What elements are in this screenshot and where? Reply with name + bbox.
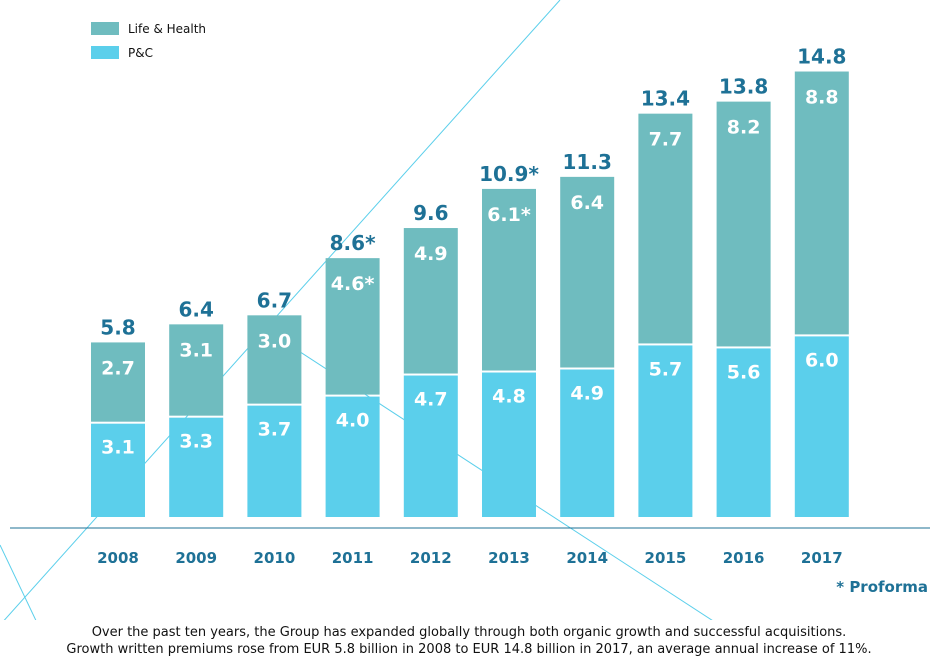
label-life-health-2016: 8.2: [727, 117, 761, 139]
label-total-2016: 13.8: [719, 75, 768, 99]
bar-pc-2012: [403, 375, 458, 517]
label-pc-2017: 6.0: [805, 349, 839, 371]
x-tick-2012: 2012: [410, 549, 452, 567]
label-total-2015: 13.4: [641, 87, 690, 111]
label-total-2011: 8.6*: [330, 231, 376, 255]
x-tick-2016: 2016: [723, 549, 765, 567]
x-tick-2015: 2015: [645, 549, 687, 567]
label-total-2010: 6.7: [257, 288, 292, 312]
label-pc-2013: 4.8: [492, 386, 526, 408]
legend-label-life-health: Life & Health: [128, 22, 206, 36]
bar-life-health-2012: [403, 228, 458, 374]
label-total-2008: 5.8: [100, 315, 135, 339]
bar-life-health-2015: [638, 113, 693, 344]
label-total-2014: 11.3: [563, 150, 612, 174]
label-pc-2012: 4.7: [414, 389, 448, 411]
label-total-2012: 9.6: [413, 201, 448, 225]
bar-pc-2015: [638, 345, 693, 517]
bar-pc-2017: [794, 336, 849, 517]
x-tick-2010: 2010: [254, 549, 296, 567]
bar-life-health-2010: [247, 315, 302, 404]
bar-life-health-2009: [169, 324, 224, 416]
label-pc-2009: 3.3: [179, 431, 213, 453]
bar-pc-2014: [560, 369, 615, 517]
label-total-2013: 10.9*: [479, 162, 539, 186]
bar-life-health-2008: [91, 342, 145, 422]
x-tick-2017: 2017: [801, 549, 843, 567]
x-tick-2011: 2011: [332, 549, 374, 567]
bar-life-health-2014: [560, 176, 615, 368]
label-pc-2010: 3.7: [258, 419, 292, 441]
label-life-health-2009: 3.1: [179, 339, 213, 361]
label-life-health-2013: 6.1*: [487, 204, 531, 226]
label-pc-2016: 5.6: [727, 361, 761, 383]
legend-swatch-p-c: [91, 46, 119, 59]
caption-line-1: Over the past ten years, the Group has e…: [91, 625, 847, 640]
caption-line-2: Growth written premiums rose from EUR 5.…: [66, 642, 872, 657]
x-tick-2008: 2008: [97, 549, 139, 567]
bar-pc-2008: [91, 423, 145, 517]
bar-pc-2010: [247, 405, 302, 517]
proforma-footnote: * Proforma: [836, 578, 928, 596]
label-total-2017: 14.8: [797, 45, 846, 69]
decor-line-3: [0, 544, 37, 620]
bar-pc-2016: [716, 348, 771, 517]
label-life-health-2010: 3.0: [258, 330, 292, 352]
x-tick-2014: 2014: [566, 549, 608, 567]
label-life-health-2008: 2.7: [101, 357, 135, 379]
label-life-health-2011: 4.6*: [331, 273, 375, 295]
bars-group: 2.7 3.1 5.8 3.1 3.3 6.4 3.0 3.7 6.7 4.6* 4.0 8.6* 4.…: [91, 45, 849, 517]
label-pc-2014: 4.9: [570, 383, 604, 405]
bar-life-health-2011: [325, 258, 380, 395]
label-pc-2011: 4.0: [336, 410, 370, 432]
stacked-bar-chart: Life & Health P&C 2.7 3.1 5.8 3.1 3.3 6.4 3.0 3.…: [0, 0, 930, 620]
bar-life-health-2016: [716, 101, 771, 347]
bar-pc-2013: [482, 372, 536, 517]
decor-line-1: [3, 0, 561, 620]
label-life-health-2017: 8.8: [805, 87, 839, 109]
x-tick-2009: 2009: [175, 549, 217, 567]
label-pc-2008: 3.1: [101, 437, 135, 459]
label-life-health-2012: 4.9: [414, 243, 448, 265]
x-axis: 2008 2009 2010 2011 2012 2013 2014 2015 2016 2017: [10, 527, 930, 567]
label-life-health-2014: 6.4: [570, 192, 604, 214]
bar-life-health-2017: [794, 71, 849, 335]
bar-pc-2011: [325, 396, 380, 517]
bar-pc-2009: [169, 417, 224, 517]
label-total-2009: 6.4: [178, 297, 213, 321]
x-tick-2013: 2013: [488, 549, 530, 567]
label-pc-2015: 5.7: [649, 358, 683, 380]
bar-life-health-2013: [482, 188, 536, 371]
legend-label-p-c: P&C: [128, 46, 153, 60]
legend-swatch-life-health: [91, 22, 119, 35]
caption: Over the past ten years, the Group has e…: [0, 624, 938, 658]
label-life-health-2015: 7.7: [649, 129, 683, 151]
legend: Life & Health P&C: [91, 22, 206, 60]
